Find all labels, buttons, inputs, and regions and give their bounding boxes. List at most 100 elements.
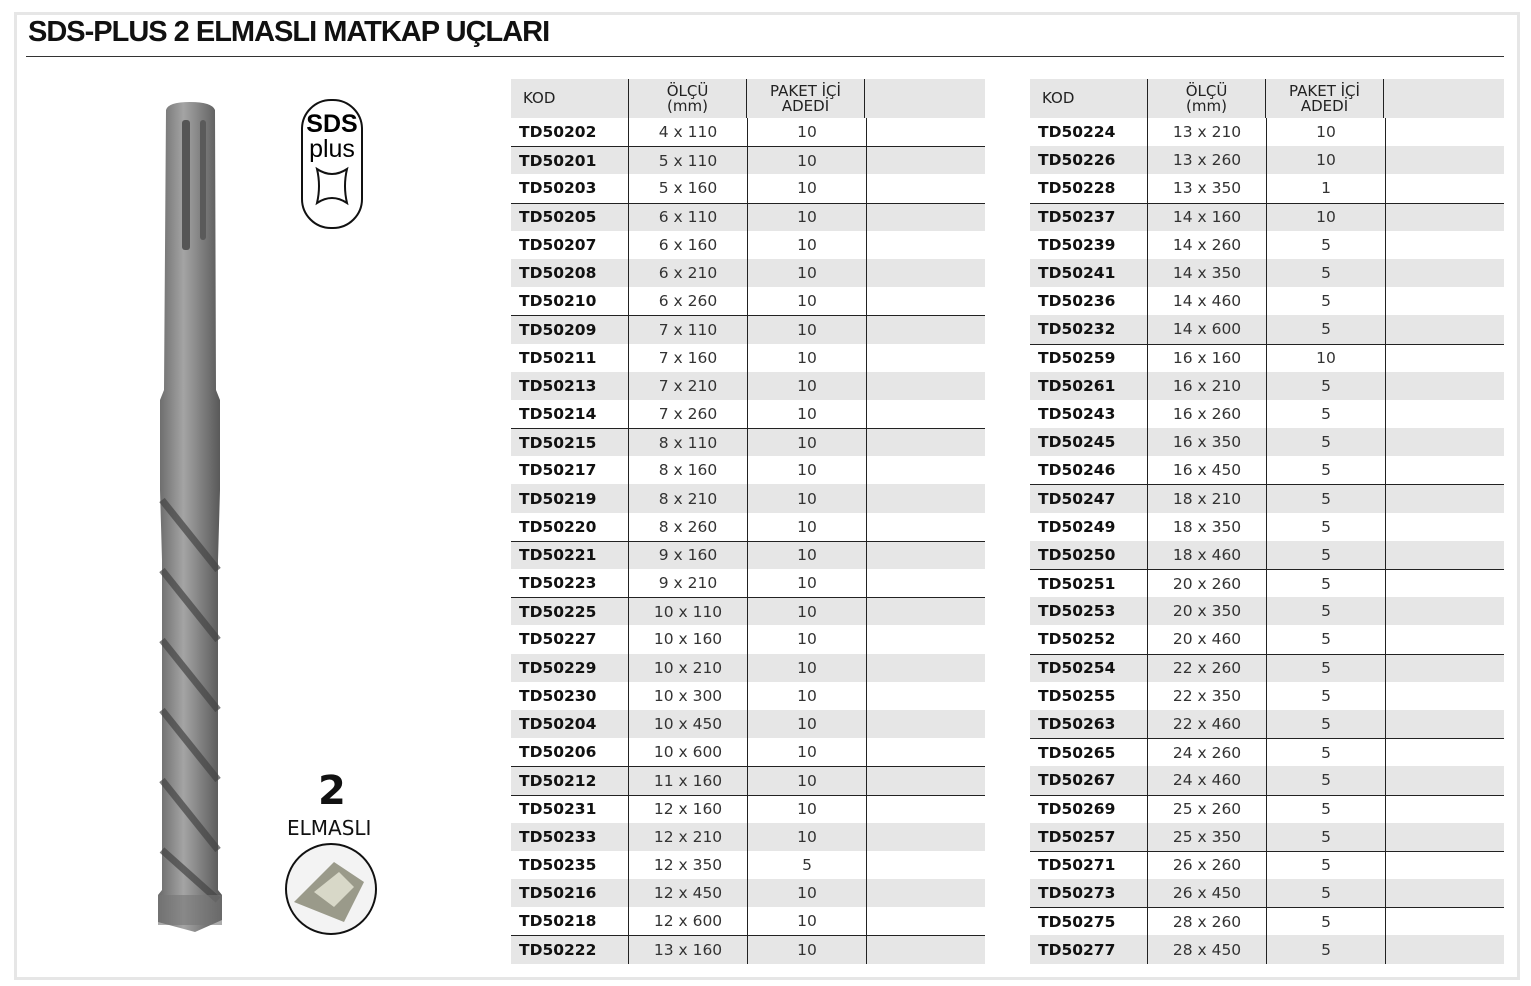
- package-qty: 5: [1267, 597, 1386, 626]
- table-row: TD50212 11 x 160 10: [511, 766, 985, 795]
- product-size: 7 x 210: [629, 371, 748, 400]
- table-row: TD50225 10 x 110 10: [511, 597, 985, 626]
- product-size: 8 x 110: [629, 429, 748, 457]
- package-qty: 10: [748, 936, 867, 964]
- product-size: 22 x 260: [1148, 654, 1267, 682]
- table-row: TD50214 7 x 260 10: [511, 399, 985, 429]
- package-qty: 10: [748, 512, 867, 541]
- table-row: TD50259 16 x 160 10: [1030, 343, 1504, 372]
- product-code: TD50218: [511, 907, 629, 936]
- package-qty: 5: [1267, 681, 1386, 710]
- package-qty: 10: [748, 203, 867, 231]
- table-row: TD50250 18 x 460 5: [1030, 540, 1504, 569]
- product-code: TD50255: [1030, 681, 1148, 710]
- package-qty: 5: [1267, 795, 1386, 823]
- table-row: TD50251 20 x 260 5: [1030, 569, 1504, 598]
- table-row: TD50208 6 x 210 10: [511, 258, 985, 288]
- package-qty: 5: [1267, 428, 1386, 457]
- package-qty: 10: [748, 316, 867, 344]
- product-code: TD50222: [511, 936, 629, 964]
- product-table-right: KOD ÖLÇÜ (mm) PAKET İÇİ ADEDİ TD50224 13 x 2…: [1030, 79, 1504, 964]
- product-size: 9 x 210: [629, 569, 748, 598]
- table-row: TD50236 14 x 460 5: [1030, 287, 1504, 316]
- table-row: TD50265 24 x 260 5: [1030, 738, 1504, 767]
- product-code: TD50232: [1030, 315, 1148, 344]
- product-size: 12 x 600: [629, 907, 748, 936]
- table-row: TD50221 9 x 160 10: [511, 540, 985, 569]
- table-row: TD50235 12 x 350 5: [511, 850, 985, 880]
- package-qty: 10: [748, 147, 867, 175]
- product-size: 16 x 210: [1148, 371, 1267, 400]
- table-row: TD50271 26 x 260 5: [1030, 850, 1504, 880]
- table-row: TD50215 8 x 110 10: [511, 428, 985, 457]
- table-row: TD50211 7 x 160 10: [511, 343, 985, 372]
- product-code: TD50211: [511, 343, 629, 372]
- table-row: TD50233 12 x 210 10: [511, 822, 985, 851]
- product-code: TD50235: [511, 850, 629, 880]
- package-qty: 5: [1267, 851, 1386, 880]
- product-code: TD50201: [511, 147, 629, 175]
- package-qty: 5: [748, 850, 867, 880]
- product-code: TD50263: [1030, 709, 1148, 739]
- package-qty: 10: [748, 287, 867, 316]
- table-row: TD50257 25 x 350 5: [1030, 822, 1504, 851]
- product-size: 22 x 460: [1148, 709, 1267, 739]
- product-size: 16 x 260: [1148, 399, 1267, 429]
- package-qty: 10: [748, 709, 867, 739]
- product-code: TD50236: [1030, 287, 1148, 316]
- package-qty: 10: [748, 174, 867, 203]
- drill-tip-closeup-icon: [285, 843, 377, 935]
- product-size: 8 x 260: [629, 512, 748, 541]
- table-header: KOD ÖLÇÜ (mm) PAKET İÇİ ADEDİ: [1030, 79, 1504, 118]
- product-code: TD50228: [1030, 174, 1148, 203]
- product-code: TD50277: [1030, 935, 1148, 964]
- product-code: TD50275: [1030, 908, 1148, 936]
- page-title: SDS-PLUS 2 ELMASLI MATKAP UÇLARI: [28, 16, 550, 48]
- package-qty: 10: [1267, 203, 1386, 231]
- package-qty: 10: [748, 399, 867, 429]
- table-row: TD50202 4 x 110 10: [511, 118, 985, 147]
- table-row: TD50237 14 x 160 10: [1030, 202, 1504, 231]
- table-row: TD50213 7 x 210 10: [511, 371, 985, 400]
- product-code: TD50214: [511, 399, 629, 429]
- product-code: TD50239: [1030, 230, 1148, 259]
- sds-plus-logo: SDS plus: [301, 99, 363, 229]
- table-row: TD50243 16 x 260 5: [1030, 399, 1504, 429]
- package-qty: 10: [1267, 344, 1386, 372]
- table-row: TD50222 13 x 160 10: [511, 935, 985, 964]
- table-row: TD50217 8 x 160 10: [511, 456, 985, 485]
- product-size: 10 x 600: [629, 738, 748, 767]
- product-code: TD50230: [511, 681, 629, 710]
- package-qty: 10: [748, 879, 867, 908]
- product-size: 24 x 260: [1148, 739, 1267, 767]
- package-qty: 5: [1267, 456, 1386, 485]
- product-size: 6 x 110: [629, 203, 748, 231]
- product-size: 20 x 350: [1148, 597, 1267, 626]
- product-code: TD50204: [511, 709, 629, 739]
- package-qty: 10: [748, 456, 867, 485]
- table-row: TD50267 24 x 460 5: [1030, 766, 1504, 795]
- package-qty: 10: [748, 907, 867, 936]
- product-size: 12 x 160: [629, 795, 748, 823]
- product-code: TD50207: [511, 230, 629, 259]
- table-row: TD50252 20 x 460 5: [1030, 625, 1504, 654]
- product-code: TD50227: [511, 625, 629, 654]
- table-row: TD50201 5 x 110 10: [511, 146, 985, 175]
- product-code: TD50206: [511, 738, 629, 767]
- product-size: 20 x 460: [1148, 625, 1267, 654]
- product-code: TD50259: [1030, 344, 1148, 372]
- package-qty: 5: [1267, 766, 1386, 795]
- product-code: TD50249: [1030, 512, 1148, 541]
- product-size: 22 x 350: [1148, 681, 1267, 710]
- table-row: TD50249 18 x 350 5: [1030, 512, 1504, 541]
- product-code: TD50251: [1030, 570, 1148, 598]
- table-row: TD50223 9 x 210 10: [511, 569, 985, 598]
- package-qty: 10: [748, 569, 867, 598]
- product-size: 10 x 110: [629, 598, 748, 626]
- product-code: TD50221: [511, 541, 629, 569]
- product-code: TD50209: [511, 316, 629, 344]
- product-code: TD50202: [511, 118, 629, 147]
- package-qty: 10: [748, 371, 867, 400]
- table-row: TD50246 16 x 450 5: [1030, 456, 1504, 485]
- package-qty: 5: [1267, 315, 1386, 344]
